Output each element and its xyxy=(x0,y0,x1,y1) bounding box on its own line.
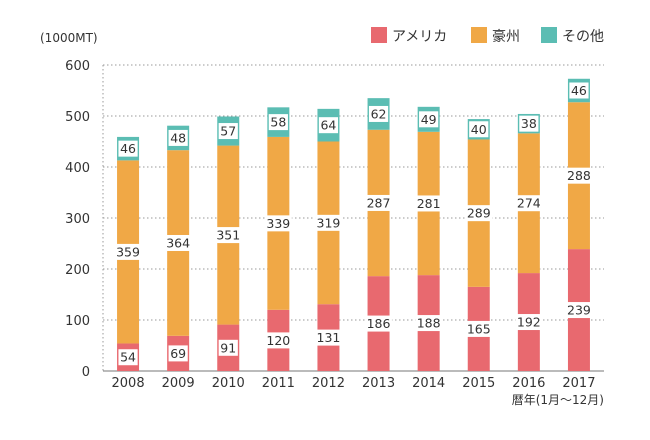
x-tick-label: 2017 xyxy=(562,376,595,391)
data-label-bg xyxy=(519,115,539,132)
data-label: 49 xyxy=(421,112,437,127)
data-label: 69 xyxy=(170,346,186,361)
legend-swatch xyxy=(471,27,487,43)
data-label: 192 xyxy=(517,315,541,330)
data-label-bg xyxy=(114,243,142,260)
data-label: 48 xyxy=(170,130,186,145)
data-label: 46 xyxy=(120,141,136,156)
x-tick-label: 2009 xyxy=(162,376,195,391)
data-label-bg xyxy=(218,123,238,140)
data-label-bg xyxy=(218,339,238,356)
x-axis-ticks: 2008 2009 2010 2011 2012 2013 2014 2015 2016 2017 xyxy=(112,376,596,391)
data-label-bg xyxy=(268,114,288,131)
data-label-bg xyxy=(415,315,443,332)
data-label-bg xyxy=(465,320,493,337)
x-tick-label: 2014 xyxy=(412,376,445,391)
data-label-bg xyxy=(264,332,292,349)
y-tick-label: 200 xyxy=(65,263,90,278)
x-tick-label: 2016 xyxy=(512,376,545,391)
data-label: 58 xyxy=(270,115,286,130)
data-label: 274 xyxy=(517,196,541,211)
data-label: 62 xyxy=(371,106,387,121)
data-label: 165 xyxy=(467,321,491,336)
data-label: 364 xyxy=(166,235,190,250)
data-label-bg xyxy=(318,117,339,134)
legend-label: 豪州 xyxy=(492,29,520,45)
data-label-bg xyxy=(465,205,493,222)
data-label-bg xyxy=(565,302,593,319)
y-tick-label: 0 xyxy=(82,365,90,380)
y-tick-label: 400 xyxy=(65,161,90,176)
data-labels: 54 359 46 69 364 48 91 351 57 120 339 58 131 319 64 186… xyxy=(114,82,593,366)
data-label-bg xyxy=(365,315,392,332)
data-label-bg xyxy=(368,105,389,122)
data-label: 64 xyxy=(320,118,336,133)
x-tick-label: 2011 xyxy=(262,376,295,391)
data-label-bg xyxy=(118,140,138,157)
data-label-bg xyxy=(168,129,188,146)
legend-label: その他 xyxy=(562,29,604,45)
data-label: 281 xyxy=(417,196,441,211)
data-label-bg xyxy=(515,195,543,212)
data-label: 359 xyxy=(116,244,140,259)
x-tick-label: 2012 xyxy=(312,376,345,391)
x-tick-label: 2013 xyxy=(362,376,395,391)
data-label: 319 xyxy=(317,215,341,230)
data-label: 289 xyxy=(467,206,491,221)
x-tick-label: 2015 xyxy=(462,376,495,391)
data-label: 239 xyxy=(567,303,591,318)
data-label-bg xyxy=(469,121,489,138)
x-tick-label: 2008 xyxy=(112,376,145,391)
data-label-bg xyxy=(419,111,439,128)
data-label-bg xyxy=(315,329,342,346)
data-label-bg xyxy=(118,349,138,366)
legend-swatch xyxy=(541,27,557,43)
data-label: 57 xyxy=(220,124,236,139)
data-label: 287 xyxy=(367,195,391,210)
legend-swatch xyxy=(371,27,387,43)
y-tick-label: 500 xyxy=(65,110,90,125)
x-tick-label: 2010 xyxy=(212,376,245,391)
y-unit-label: (1000MT) xyxy=(40,31,98,45)
data-label: 120 xyxy=(266,333,290,348)
data-label-bg xyxy=(168,345,188,362)
y-tick-label: 100 xyxy=(65,314,90,329)
x-axis-note: 暦年(1月〜12月) xyxy=(512,393,604,407)
data-label-bg xyxy=(565,167,593,184)
data-label: 46 xyxy=(571,83,587,98)
data-label-bg xyxy=(214,227,242,244)
data-label: 54 xyxy=(120,350,136,365)
y-tick-label: 600 xyxy=(65,59,90,74)
data-label: 38 xyxy=(521,116,537,131)
data-label-bg xyxy=(415,195,443,212)
data-label-bg xyxy=(315,214,342,231)
data-label-bg xyxy=(264,215,292,232)
legend-label: アメリカ xyxy=(392,29,447,45)
data-label: 288 xyxy=(567,168,591,183)
legend: アメリカ 豪州 その他 xyxy=(371,27,604,45)
data-label-bg xyxy=(569,82,589,99)
data-label: 339 xyxy=(266,216,290,231)
data-label: 40 xyxy=(471,122,487,137)
data-label-bg xyxy=(164,234,192,251)
y-axis-ticks: 0 100 200 300 400 500 600 xyxy=(65,59,90,380)
data-label: 351 xyxy=(216,228,240,243)
y-tick-label: 300 xyxy=(65,212,90,227)
data-label: 186 xyxy=(367,316,391,331)
data-label: 91 xyxy=(220,340,236,355)
data-label: 131 xyxy=(317,330,341,345)
data-label-bg xyxy=(365,194,392,211)
data-label-bg xyxy=(515,314,543,331)
data-label: 188 xyxy=(417,316,441,331)
